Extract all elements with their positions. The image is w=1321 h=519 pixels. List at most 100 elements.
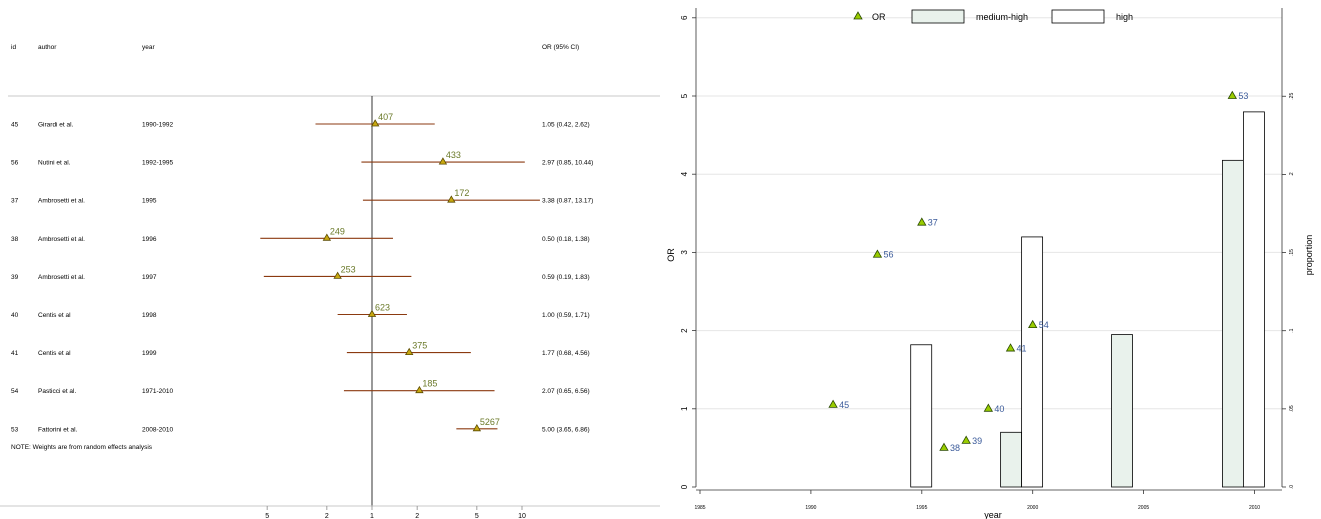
or-point-label: 39 (972, 436, 982, 446)
row-year: 1992-1995 (142, 160, 173, 167)
row-year: 1999 (142, 350, 157, 357)
header-author: author (38, 44, 57, 51)
y-right-axis-label: proportion (1304, 235, 1314, 276)
legend-high-swatch (1051, 9, 1105, 24)
row-id: 45 (11, 122, 19, 129)
row-or-ci: 2.97 (0.85, 10.44) (542, 160, 593, 167)
note: NOTE: Weights are from random effects an… (11, 444, 153, 451)
y-right-tick-label: .25 (1289, 93, 1295, 100)
row-id: 40 (11, 312, 19, 319)
row-or-ci: 2.07 (0.65, 6.56) (542, 388, 590, 395)
x-tick-label: 1995 (916, 505, 927, 511)
point-estimate (333, 271, 342, 279)
bar-high (1021, 236, 1044, 488)
row-year: 1998 (142, 312, 157, 319)
x-tick-label: 5 (265, 513, 269, 519)
point-estimate (447, 195, 456, 203)
y-right-tick-label: .2 (1289, 172, 1295, 176)
y-right-tick-label: .0 (1289, 485, 1295, 489)
row-author: Ambrosetti et al. (38, 198, 85, 205)
row-id: 41 (11, 350, 19, 357)
or-point-label: 41 (1017, 344, 1027, 354)
row-author: Ambrosetti et al. (38, 274, 85, 281)
y-left-tick-label: 1 (680, 406, 689, 411)
legend-medium-high-swatch (911, 9, 965, 24)
or-point (961, 435, 971, 444)
sample-size-label: 249 (330, 226, 345, 236)
or-point-label: 54 (1039, 320, 1049, 330)
or-point (917, 217, 927, 226)
row-id: 37 (11, 198, 19, 205)
y-left-tick-label: 5 (680, 93, 689, 98)
sample-size-label: 623 (375, 303, 390, 313)
or-point-label: 40 (994, 404, 1004, 414)
or-point-label: 38 (950, 443, 960, 453)
x-tick-label: 10 (518, 513, 526, 519)
row-id: 53 (11, 426, 19, 433)
sample-size-label: 172 (454, 188, 469, 198)
x-tick-label: 1 (370, 513, 374, 519)
legend-or-marker (853, 11, 863, 20)
row-year: 1997 (142, 274, 157, 281)
sample-size-label: 407 (378, 112, 393, 122)
header-effect: OR (95% CI) (542, 44, 579, 51)
x-tick-label: 2000 (1027, 505, 1038, 511)
legend-high-label: high (1116, 12, 1133, 22)
bar-high (910, 344, 933, 488)
bar-medium-high (1111, 334, 1133, 488)
row-or-ci: 0.59 (0.19, 1.83) (542, 274, 590, 281)
y-left-tick-label: 4 (680, 171, 689, 176)
legend-medium-high-label: medium-high (976, 12, 1028, 22)
y-right-tick-label: .05 (1289, 405, 1295, 412)
x-axis-label: year (984, 510, 1002, 519)
row-year: 1996 (142, 236, 157, 243)
or-point-label: 56 (883, 250, 893, 260)
forest-plot: id author year OR (95% CI) 45 Girardi et al. 1… (0, 44, 660, 519)
or-point-label: 37 (928, 218, 938, 228)
point-estimate (438, 157, 448, 165)
y-left-tick-label: 0 (680, 484, 689, 489)
y-right-tick-label: .15 (1289, 249, 1295, 256)
row-or-ci: 1.00 (0.59, 1.71) (542, 312, 590, 319)
bar-medium-high (1222, 159, 1244, 488)
or-point (983, 403, 994, 412)
row-id: 56 (11, 160, 19, 167)
point-estimate (322, 233, 332, 241)
or-point (939, 442, 949, 451)
row-id: 39 (11, 274, 19, 281)
or-point-label: 45 (839, 400, 849, 410)
y-right-tick-label: .1 (1289, 328, 1295, 332)
row-or-ci: 1.77 (0.68, 4.56) (542, 350, 590, 357)
point-estimate (472, 424, 482, 432)
sample-size-label: 253 (341, 264, 356, 274)
x-tick-label: 2010 (1249, 505, 1260, 511)
row-year: 1971-2010 (142, 388, 173, 395)
bar-high (1243, 111, 1265, 488)
sample-size-label: 433 (446, 150, 461, 160)
x-tick-label: 2 (415, 513, 419, 519)
x-tick-label: 5 (475, 513, 479, 519)
or-point (828, 399, 838, 408)
row-year: 1995 (142, 198, 157, 205)
legend-or-label: OR (872, 12, 886, 22)
row-author: Fattorini et al. (38, 426, 78, 433)
x-tick-label: 1990 (805, 505, 816, 511)
or-point (1028, 319, 1038, 329)
or-point (1227, 90, 1238, 99)
sample-size-label: 375 (412, 341, 427, 351)
x-tick-label: 2005 (1138, 505, 1149, 511)
row-author: Centis et al (38, 350, 71, 357)
x-tick-label: 1985 (694, 505, 705, 511)
y-left-tick-label: 2 (680, 328, 689, 333)
point-estimate (415, 385, 424, 394)
point-estimate (404, 347, 414, 356)
sample-size-label: 5267 (480, 417, 500, 427)
row-author: Ambrosetti et al. (38, 236, 85, 243)
point-estimate (367, 309, 377, 317)
row-or-ci: 0.50 (0.18, 1.38) (542, 236, 590, 243)
row-author: Girardi et al. (38, 122, 74, 129)
row-or-ci: 5.00 (3.65, 6.86) (542, 426, 590, 433)
or-point-label: 53 (1238, 91, 1248, 101)
row-id: 38 (11, 236, 19, 243)
